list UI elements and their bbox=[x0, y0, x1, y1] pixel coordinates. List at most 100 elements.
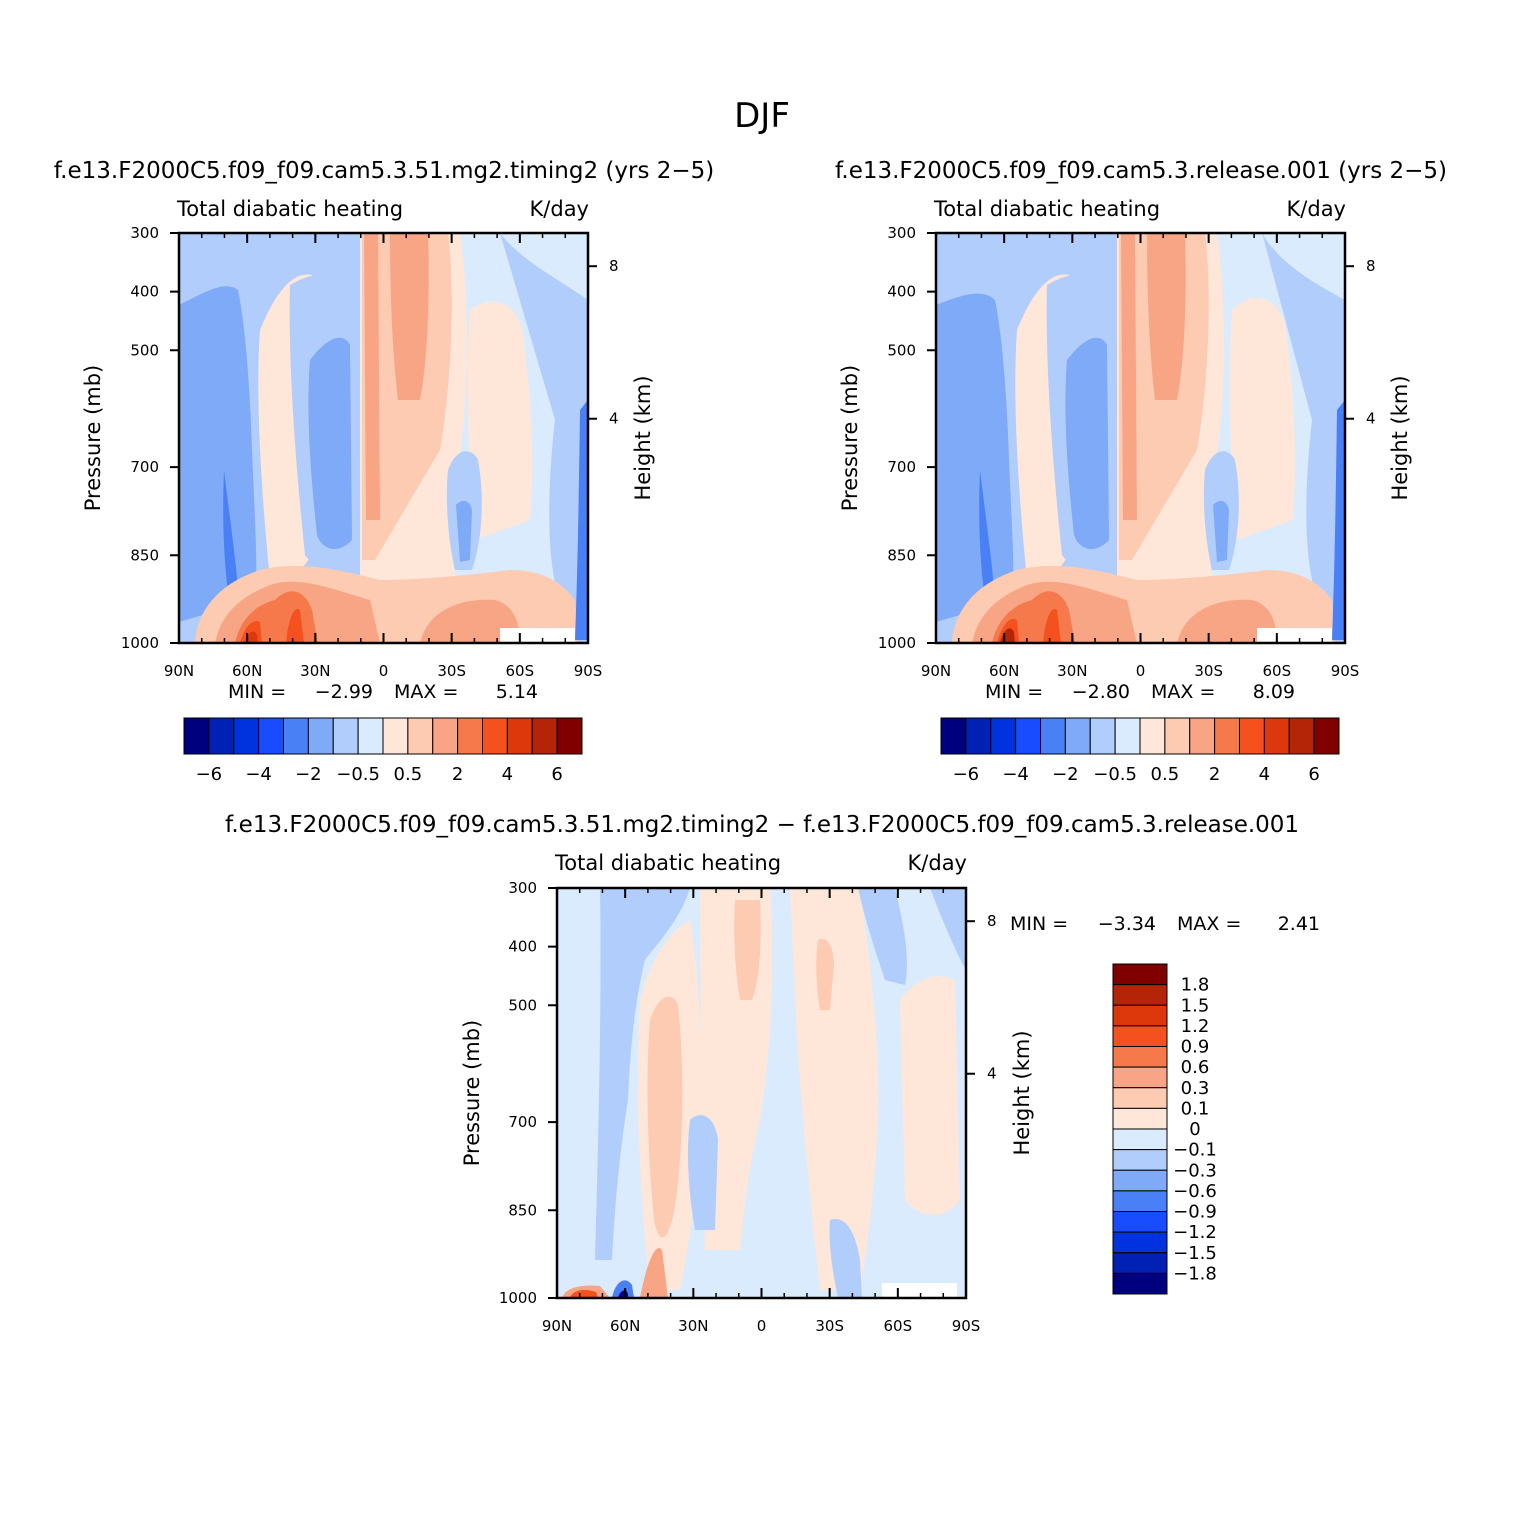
colorbar-swatch bbox=[1239, 717, 1265, 755]
colorbar-label: 1.2 bbox=[1181, 1016, 1210, 1037]
x-tick-label: 90N bbox=[164, 662, 194, 680]
colorbar-swatch bbox=[965, 717, 992, 755]
colorbar-label: 0.5 bbox=[1151, 764, 1180, 785]
panel-2-max-value: 8.09 bbox=[1253, 681, 1295, 703]
contour-blue3-polar bbox=[979, 470, 994, 592]
x-tick-label: 60S bbox=[1263, 662, 1292, 680]
contour-blue1-stripe-a bbox=[595, 888, 690, 1260]
y-tick-label: 850 bbox=[130, 546, 159, 564]
colorbar-label: −6 bbox=[196, 764, 223, 785]
colorbar-swatch bbox=[1015, 717, 1041, 755]
colorbar-label: −4 bbox=[245, 764, 272, 785]
figure-title: DJF bbox=[734, 96, 790, 136]
colorbar-swatch bbox=[1112, 1272, 1168, 1295]
colorbar-label: 6 bbox=[1308, 764, 1319, 785]
x-tick-label: 30S bbox=[437, 662, 466, 680]
colorbar-swatch bbox=[283, 717, 309, 755]
x-tick-label: 30N bbox=[678, 1317, 708, 1335]
panel-1-min-label: MIN = bbox=[228, 681, 286, 703]
x-tick-label: 0 bbox=[1136, 662, 1146, 680]
y-tick-label: 1000 bbox=[499, 1289, 537, 1307]
colorbar-swatch bbox=[1112, 1190, 1168, 1212]
x-tick-label: 0 bbox=[757, 1317, 767, 1335]
x-tick-label: 30S bbox=[1194, 662, 1223, 680]
y-tick-label: 500 bbox=[508, 996, 537, 1014]
y-tick-label: 700 bbox=[508, 1113, 537, 1131]
x-tick-label: 90N bbox=[542, 1317, 572, 1335]
colorbar-label: 0.6 bbox=[1181, 1057, 1210, 1078]
colorbar-swatch bbox=[357, 717, 384, 755]
colorbar-swatch bbox=[1112, 1128, 1168, 1151]
colorbar-swatch bbox=[382, 717, 409, 755]
colorbar-swatch bbox=[1112, 1149, 1168, 1171]
contour-blue3-edge bbox=[1332, 400, 1345, 640]
colorbar-label: 0.5 bbox=[394, 764, 423, 785]
x-tick-label: 30N bbox=[300, 662, 330, 680]
x-tick-label: 60N bbox=[232, 662, 262, 680]
y-tick-label: 300 bbox=[508, 879, 537, 897]
colorbar-swatch bbox=[1112, 1231, 1168, 1254]
colorbar-swatch bbox=[1112, 1004, 1168, 1027]
colorbar-swatch bbox=[1112, 1046, 1168, 1068]
colorbar-swatch bbox=[1089, 717, 1116, 755]
x-tick-label: 0 bbox=[379, 662, 389, 680]
colorbar-label: 0.3 bbox=[1181, 1078, 1210, 1099]
colorbar-label: −2 bbox=[295, 764, 322, 785]
contour-red2-bottom bbox=[562, 1248, 668, 1298]
contour-blue2-jet bbox=[1065, 337, 1109, 550]
contour-blue3-edge bbox=[575, 400, 588, 640]
colorbar-swatch bbox=[1263, 717, 1290, 755]
colorbar-swatch bbox=[531, 717, 558, 755]
panel-2-axes: 90N 60N 30N 0 30S 60S 90S 300 400 500 700 850 1000 8 4 bbox=[878, 224, 1376, 680]
contour-blue0-bottom-right bbox=[1257, 628, 1332, 643]
y-tick-label: 400 bbox=[130, 283, 159, 301]
panel-2-ylabel: Pressure (mb) bbox=[838, 365, 862, 512]
contour-red1-spot-b bbox=[734, 900, 834, 1010]
contour-blue2-polar bbox=[179, 286, 257, 622]
y-tick-label: 850 bbox=[508, 1201, 537, 1219]
panel-2-subtitle: f.e13.F2000C5.f09_f09.cam5.3.release.001… bbox=[835, 158, 1447, 184]
colorbar-label: 4 bbox=[502, 764, 513, 785]
panel-3-ylabel: Pressure (mb) bbox=[460, 1020, 484, 1167]
panel-3-y2label: Height (km) bbox=[1010, 1030, 1034, 1155]
colorbar-label: −4 bbox=[1002, 764, 1029, 785]
y-tick-label: 1000 bbox=[878, 634, 916, 652]
contour-blue2-polar bbox=[936, 293, 1014, 622]
colorbar-label: −0.1 bbox=[1173, 1140, 1217, 1161]
x-tick-label: 60N bbox=[610, 1317, 640, 1335]
contour-blue0-bottom-right bbox=[500, 628, 575, 643]
contour-blue1-stripe-c bbox=[930, 888, 966, 970]
colorbar-swatch bbox=[1112, 1025, 1168, 1047]
colorbar-label: −0.9 bbox=[1173, 1202, 1217, 1223]
x-tick-label: 30N bbox=[1057, 662, 1087, 680]
panel-2-field bbox=[934, 231, 1347, 645]
colorbar-swatch bbox=[506, 717, 533, 755]
colorbar-swatch bbox=[1112, 1252, 1168, 1274]
contour-red1-spot-a bbox=[647, 996, 683, 1238]
contour-red5-boundary bbox=[245, 631, 258, 643]
colorbar-label: 0.9 bbox=[1181, 1037, 1210, 1058]
x-tick-label: 60S bbox=[506, 662, 535, 680]
y-tick-label: 1000 bbox=[121, 634, 159, 652]
contour-red0-south bbox=[467, 301, 533, 540]
colorbar-swatch bbox=[1214, 717, 1240, 755]
colorbar-swatch bbox=[1139, 717, 1166, 755]
panel-3-axes: 90N 60N 30N 0 30S 60S 90S 300 400 500 700 850 1000 8 4 bbox=[499, 879, 997, 1335]
y2-tick-label: 4 bbox=[987, 1065, 997, 1083]
panel-3-colorbar: 1.81.51.20.90.60.30.10−0.1−0.3−0.6−0.9−1… bbox=[1112, 963, 1217, 1295]
colorbar-label: 1.8 bbox=[1181, 975, 1210, 996]
colorbar-label: 2 bbox=[1209, 764, 1220, 785]
contour-blue1-stripe-b bbox=[858, 888, 907, 985]
x-tick-label: 60N bbox=[989, 662, 1019, 680]
y2-tick-label: 4 bbox=[1366, 410, 1376, 428]
colorbar-swatch bbox=[1112, 1211, 1168, 1233]
panel-1-field bbox=[177, 231, 590, 645]
colorbar-swatch bbox=[1313, 717, 1340, 755]
colorbar-swatch bbox=[233, 717, 260, 755]
colorbar-label: 4 bbox=[1259, 764, 1270, 785]
colorbar-label: −0.3 bbox=[1173, 1160, 1217, 1181]
y2-tick-label: 8 bbox=[1366, 257, 1376, 275]
colorbar-swatch bbox=[208, 717, 235, 755]
panel-2-min-label: MIN = bbox=[985, 681, 1043, 703]
